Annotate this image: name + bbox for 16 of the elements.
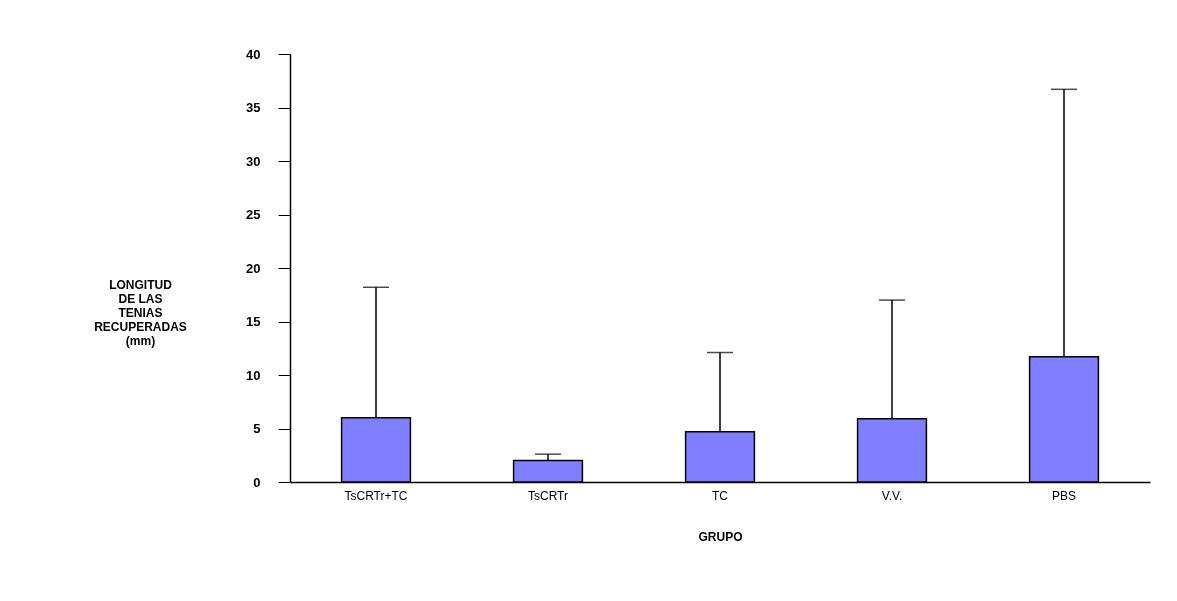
y-tick-label: 30: [246, 153, 261, 169]
y-tick-label: 0: [253, 474, 261, 490]
y-tick-label: 25: [246, 207, 261, 222]
x-tick-label: PBS: [1051, 488, 1077, 503]
y-tick-label: 20: [246, 260, 261, 276]
x-axis-title: GRUPO: [698, 529, 743, 544]
x-tick-label: TsCRTr: [528, 488, 568, 503]
y-tick-label: 10: [246, 367, 261, 383]
y-tick-label: 15: [246, 314, 261, 329]
x-tick-label: V.V.: [881, 488, 903, 503]
y-tick-label: 35: [246, 100, 261, 115]
x-tick-label: TC: [712, 488, 729, 503]
y-tick-label: 40: [246, 46, 261, 62]
y-tick-label: 5: [253, 421, 261, 436]
y-axis-title: LONGITUD DE LAS TENIAS RECUPERADAS (mm): [94, 277, 187, 348]
x-tick-label: TsCRTr+TC: [344, 488, 408, 503]
